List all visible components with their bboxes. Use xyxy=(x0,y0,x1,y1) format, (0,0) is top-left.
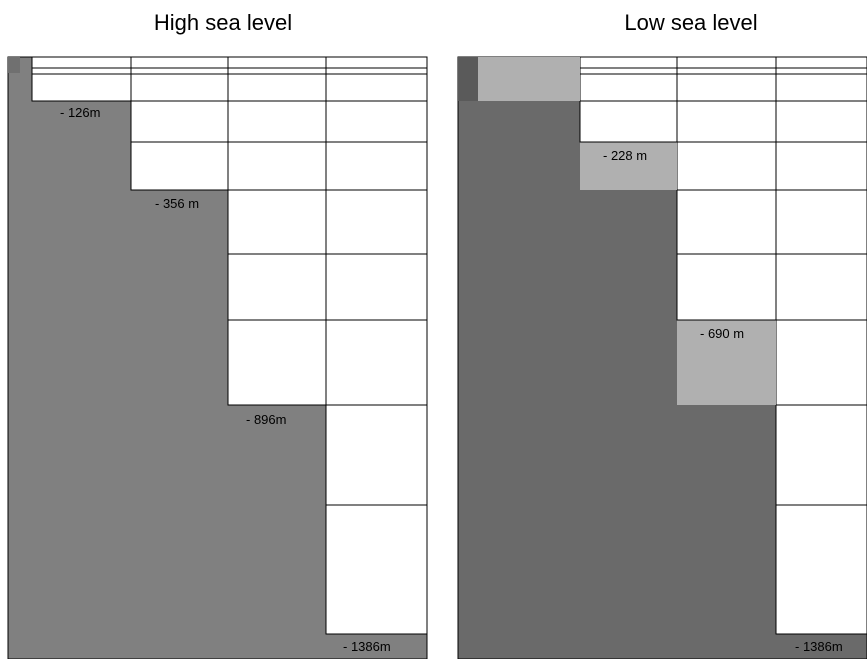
exposed-shelf xyxy=(478,57,580,101)
depth-label: - 690 m xyxy=(700,326,744,341)
exposed-shelf xyxy=(580,142,677,190)
high-sea-level-panel: High sea level - 126m - 356 m - 896m - 1… xyxy=(7,10,428,659)
water-grid xyxy=(32,57,427,635)
exposed-shelf xyxy=(677,320,776,405)
depth-label: - 1386m xyxy=(795,639,843,654)
low-sea-level-panel: Low sea level - 228 m - 690 m - 1386m xyxy=(457,10,867,659)
depth-label: - 356 m xyxy=(155,196,199,211)
depth-label: - 896m xyxy=(246,412,286,427)
water-grid xyxy=(580,57,867,635)
low-sea-level-title: Low sea level xyxy=(624,10,757,35)
depth-label: - 126m xyxy=(60,105,100,120)
rock-edge-strip xyxy=(458,57,478,101)
rock-edge-strip xyxy=(8,57,20,73)
high-sea-level-title: High sea level xyxy=(154,10,292,35)
depth-label: - 1386m xyxy=(343,639,391,654)
depth-label: - 228 m xyxy=(603,148,647,163)
